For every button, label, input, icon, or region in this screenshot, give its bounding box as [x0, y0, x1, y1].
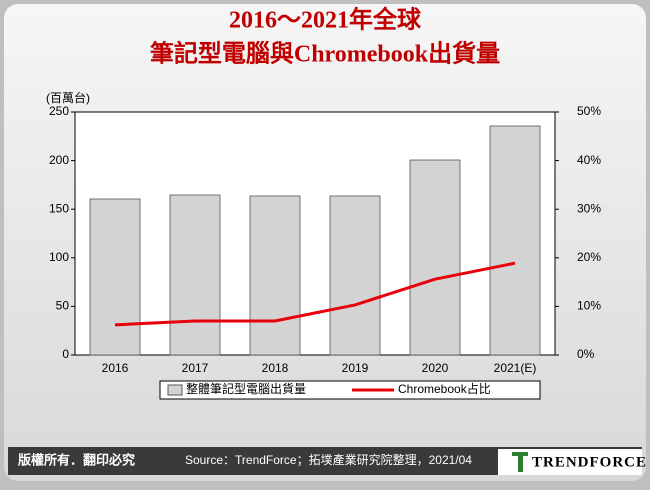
y2-tick-label: 0%	[577, 347, 595, 361]
x-tick-label: 2016	[102, 361, 129, 375]
logo-icon	[518, 456, 523, 472]
y-tick-label: 250	[49, 104, 69, 118]
bar	[409, 159, 461, 356]
y-tick-label: 150	[49, 201, 69, 215]
x-tick-label: 2019	[342, 361, 369, 375]
logo-icon	[512, 452, 528, 456]
y2-tick-label: 50%	[577, 104, 601, 118]
y2-tick-label: 40%	[577, 153, 601, 167]
x-tick-label: 2020	[422, 361, 449, 375]
plot-area	[74, 111, 556, 356]
copyright: 版權所有．翻印必究	[18, 452, 135, 467]
x-tick-label: 2021(E)	[494, 361, 537, 375]
source: Source：TrendForce；拓墣產業研究院整理，2021/04	[185, 452, 472, 467]
logo: TrendForce	[532, 454, 647, 470]
y-tick-label: 100	[49, 250, 69, 264]
x-tick-label: 2018	[262, 361, 289, 375]
bar	[89, 198, 141, 356]
bar	[329, 195, 381, 356]
bar	[169, 194, 221, 356]
y-axis-label: (百萬台)	[46, 90, 90, 105]
line	[114, 261, 516, 327]
y-tick-label: 50	[56, 299, 70, 313]
legend	[159, 380, 541, 400]
y2-tick-label: 30%	[577, 201, 601, 215]
y2-tick-label: 20%	[577, 250, 601, 264]
y-tick-label: 200	[49, 153, 69, 167]
chart-title: 筆記型電腦與Chromebook出貨量	[150, 40, 500, 68]
legend-swatch	[167, 384, 183, 396]
chart-title: 2016～2021年全球	[229, 6, 422, 34]
legend-label: Chromebook占比	[398, 381, 491, 396]
y2-tick-label: 10%	[577, 299, 601, 313]
x-tick-label: 2017	[182, 361, 209, 375]
y-tick-label: 0	[62, 347, 69, 361]
bar	[489, 125, 541, 356]
legend-label: 整體筆記型電腦出貨量	[186, 381, 306, 396]
bar	[249, 195, 301, 356]
